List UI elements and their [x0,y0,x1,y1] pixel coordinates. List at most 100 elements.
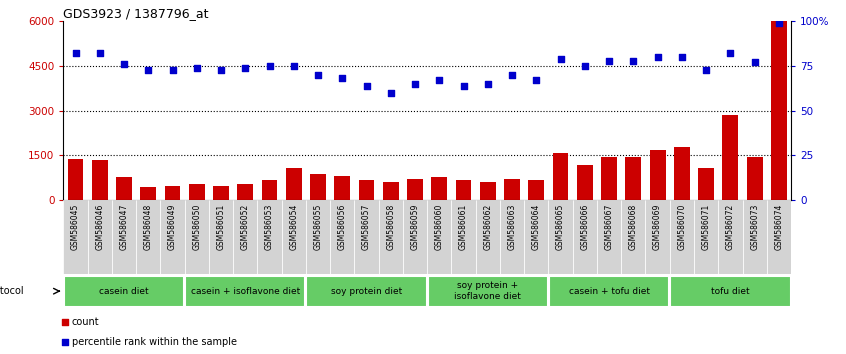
Bar [698,168,714,200]
Bar [694,200,718,274]
Text: GSM586064: GSM586064 [532,204,541,250]
Text: GSM586049: GSM586049 [168,204,177,250]
Bar [379,200,403,274]
Point [241,250,255,256]
Point [772,20,786,26]
Point [554,56,568,62]
Bar [670,276,790,307]
Point [263,63,277,69]
Text: GSM586072: GSM586072 [726,204,735,250]
Bar [645,200,670,274]
Text: GSM586070: GSM586070 [678,204,686,250]
Point [336,76,349,81]
Text: GSM586057: GSM586057 [362,204,371,250]
Bar [213,186,229,200]
Bar [310,174,326,200]
Bar [286,168,302,200]
Text: GSM586053: GSM586053 [265,204,274,250]
Bar [161,200,184,274]
Text: casein diet: casein diet [99,287,149,296]
Bar [282,200,306,274]
Point [675,54,689,60]
Bar [334,176,350,200]
Text: GSM586054: GSM586054 [289,204,299,250]
Text: GSM586071: GSM586071 [701,204,711,250]
Bar [747,157,762,200]
Bar [63,200,88,274]
Bar [140,187,157,200]
Bar [233,200,257,274]
Text: GDS3923 / 1387796_at: GDS3923 / 1387796_at [63,7,209,20]
Bar [238,184,253,200]
Bar [597,200,621,274]
Bar [670,200,694,274]
Bar [743,200,766,274]
Bar [261,180,277,200]
Bar [456,180,471,200]
Bar [403,200,427,274]
Bar [209,200,233,274]
Bar [184,200,209,274]
Bar [112,200,136,274]
Text: percentile rank within the sample: percentile rank within the sample [72,337,237,347]
Bar [165,186,180,200]
Point [241,73,255,79]
Text: GSM586073: GSM586073 [750,204,759,250]
Point [214,67,228,72]
Bar [573,200,597,274]
Text: casein + isoflavone diet: casein + isoflavone diet [190,287,300,296]
Text: GSM586051: GSM586051 [217,204,226,250]
Point [700,67,713,72]
Bar [431,177,448,200]
Text: GSM586065: GSM586065 [556,204,565,250]
Text: soy protein +
isoflavone diet: soy protein + isoflavone diet [454,281,521,301]
Bar [116,177,132,200]
Point [384,90,398,96]
Bar [88,200,112,274]
Point [141,67,155,72]
Bar [64,276,184,307]
Bar [621,200,645,274]
Point [723,51,737,56]
Text: GSM586066: GSM586066 [580,204,590,250]
Text: casein + tofu diet: casein + tofu diet [569,287,650,296]
Point [287,63,300,69]
Text: GSM586062: GSM586062 [483,204,492,250]
Text: soy protein diet: soy protein diet [331,287,402,296]
Point [457,83,470,88]
Text: GSM586063: GSM586063 [508,204,517,250]
Bar [722,115,739,200]
Text: GSM586058: GSM586058 [387,204,395,250]
Bar [185,276,305,307]
Text: GSM586059: GSM586059 [410,204,420,250]
Text: GSM586068: GSM586068 [629,204,638,250]
Bar [718,200,743,274]
Bar [330,200,354,274]
Bar [548,200,573,274]
Point [432,78,446,83]
Bar [189,184,205,200]
Point [93,51,107,56]
Point [190,65,204,70]
Bar [766,200,791,274]
Text: GSM586061: GSM586061 [459,204,468,250]
Bar [383,182,398,200]
Text: GSM586050: GSM586050 [192,204,201,250]
Point [69,51,82,56]
Point [360,83,373,88]
Text: GSM586067: GSM586067 [605,204,613,250]
Text: GSM586056: GSM586056 [338,204,347,250]
Bar [504,179,520,200]
Bar [306,276,426,307]
Bar [68,159,84,200]
Text: count: count [72,318,100,327]
Bar [577,165,593,200]
Text: GSM586045: GSM586045 [71,204,80,250]
Text: tofu diet: tofu diet [711,287,750,296]
Point [602,58,616,63]
Bar [552,153,569,200]
Point [627,58,640,63]
Point [505,72,519,78]
Bar [475,200,500,274]
Point [530,78,543,83]
